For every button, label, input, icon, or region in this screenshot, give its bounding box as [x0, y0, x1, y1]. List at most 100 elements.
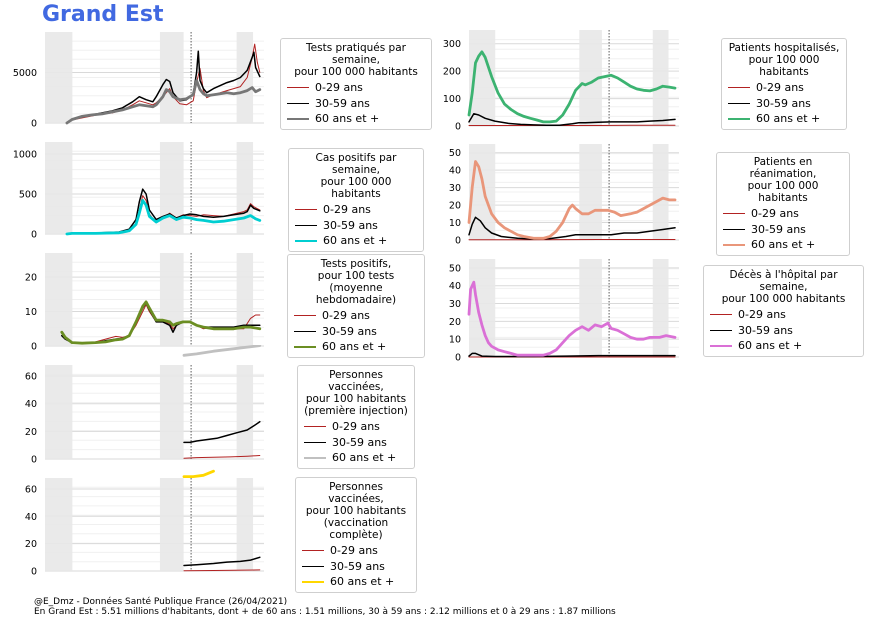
y-tick-label: 0 [31, 455, 37, 466]
shaded-period [236, 32, 254, 123]
legend-swatch [287, 117, 309, 120]
y-tick-label: 0 [455, 353, 461, 364]
chart-hosp: 0 100 200 300 [443, 30, 679, 133]
legend-title: Décès à l'hôpital par semaine, pour 100 0… [710, 269, 857, 305]
series-line-2 [182, 345, 262, 357]
legend-label: 0-29 ans [738, 308, 786, 322]
y-tick-label: 0 [31, 230, 37, 241]
shaded-period [652, 30, 669, 126]
legend-title-line: Personnes vaccinées, [328, 481, 384, 505]
legend-label: 30-59 ans [322, 324, 377, 338]
series-line-0 [183, 569, 261, 572]
y-tick-label: 5000 [13, 68, 37, 79]
y-tick-label: 0 [455, 122, 461, 133]
legend-swatch [294, 345, 316, 348]
shaded-period [45, 32, 73, 123]
shaded-period [159, 478, 184, 571]
chart-positivite: 0 10 20 [25, 253, 264, 353]
series-line-1 [183, 556, 261, 567]
legend-title: Patients hospitalisés, pour 100 000 habit… [728, 42, 840, 78]
y-tick-label: 60 [25, 372, 37, 383]
legend-label: 30-59 ans [756, 96, 811, 110]
legend-label: 60 ans et + [323, 234, 388, 248]
shaded-period [652, 144, 669, 240]
chart-deces: 0 10 20 30 40 50 [449, 259, 679, 364]
y-tick-label: 60 [25, 484, 37, 495]
series-line-2 [182, 469, 215, 479]
y-tick-label: 100 [443, 94, 461, 105]
legend-swatch [302, 550, 324, 552]
y-tick-label: 0 [455, 236, 461, 247]
y-tick-label: 20 [25, 273, 37, 284]
series-line-2 [467, 160, 677, 240]
series-line-2 [65, 79, 262, 125]
legend-label: 30-59 ans [323, 218, 378, 232]
legend-label: 60 ans et + [738, 339, 803, 353]
legend-label: 0-29 ans [332, 420, 380, 434]
legend-entry: 0-29 ans [287, 80, 425, 96]
shaded-period [159, 32, 184, 123]
legend-cas: Cas positifs par semaine, pour 100 000 ha… [288, 148, 424, 252]
y-tick-label: 20 [25, 539, 37, 550]
series-line-2 [60, 300, 262, 345]
y-tick-label: 30 [449, 299, 461, 310]
legend-title-line: Cas positifs par semaine, [315, 152, 397, 176]
chart-rea: 0 10 20 30 40 50 [449, 144, 679, 247]
shaded-period [236, 142, 254, 234]
legend-label: 30-59 ans [332, 435, 387, 449]
legend-title-line: pour 100 000 habitants [320, 176, 392, 200]
series-line-0 [183, 455, 261, 459]
legend-deces: Décès à l'hôpital par semaine, pour 100 0… [703, 265, 864, 357]
legend-entry: 0-29 ans [304, 419, 408, 435]
y-tick-label: 10 [449, 218, 461, 229]
legend-entry: 0-29 ans [302, 543, 410, 559]
legend-title-line: Patients hospitalisés, [728, 42, 840, 54]
legend-swatch [295, 239, 317, 242]
legend-title: Tests positifs, pour 100 tests (moyenne he… [294, 258, 418, 306]
legend-tests: Tests pratiqués par semaine, pour 100 000… [280, 38, 432, 130]
shaded-period [652, 259, 669, 357]
legend-entry: 30-59 ans [728, 96, 840, 112]
legend-entry: 30-59 ans [287, 96, 425, 112]
legend-label: 60 ans et + [751, 238, 816, 252]
legend-title-line: (première injection) [304, 405, 408, 417]
legend-swatch [295, 224, 317, 226]
footer-source: @E_Dmz - Données Santé Publique France (… [34, 597, 288, 607]
series-line-2 [467, 50, 677, 124]
shaded-period [579, 30, 602, 126]
legend-label: 0-29 ans [315, 81, 363, 95]
y-tick-label: 0 [31, 119, 37, 130]
y-tick-label: 50 [449, 263, 461, 274]
shaded-period [579, 259, 602, 357]
legend-swatch [710, 344, 732, 347]
shaded-period [45, 365, 73, 459]
chart-cas: 0 500 1000 [13, 142, 264, 241]
legend-swatch [728, 102, 750, 104]
y-tick-label: 200 [443, 67, 461, 78]
legend-entry: 60 ans et + [304, 450, 408, 466]
legend-swatch [294, 315, 316, 317]
legend-title: Tests pratiqués par semaine, pour 100 000… [287, 42, 425, 78]
shaded-period [579, 144, 602, 240]
legend-label: 60 ans et + [330, 575, 395, 589]
legend-entry: 30-59 ans [295, 218, 417, 234]
legend-entry: 60 ans et + [710, 338, 857, 354]
page-title: Grand Est [42, 2, 164, 27]
legend-entry: 0-29 ans [294, 308, 418, 324]
legend-entry: 60 ans et + [294, 339, 418, 355]
legend-positivite: Tests positifs, pour 100 tests (moyenne he… [287, 254, 425, 358]
y-tick-label: 1000 [13, 150, 37, 161]
legend-hosp: Patients hospitalisés, pour 100 000 habit… [721, 38, 847, 130]
legend-entry: 60 ans et + [287, 111, 425, 127]
legend-title-line: Tests pratiqués par semaine, [306, 42, 406, 66]
series-line-1 [183, 420, 261, 444]
legend-swatch [728, 87, 750, 89]
legend-entry: 30-59 ans [302, 559, 410, 575]
legend-entry: 0-29 ans [295, 202, 417, 218]
legend-swatch [295, 209, 317, 211]
legend-title-line: (moyenne hebdomadaire) [315, 282, 397, 306]
y-tick-label: 20 [449, 317, 461, 328]
legend-label: 60 ans et + [332, 451, 397, 465]
legend-swatch [287, 102, 309, 104]
shaded-period [45, 253, 73, 346]
